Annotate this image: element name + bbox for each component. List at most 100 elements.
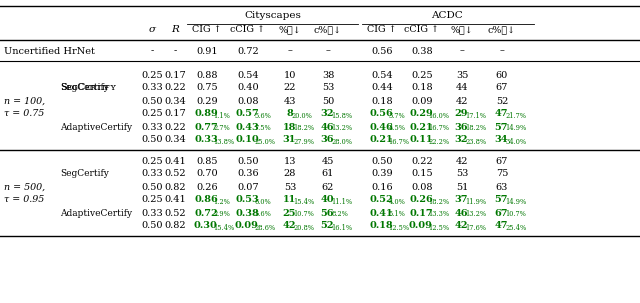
- Text: 40: 40: [321, 195, 334, 205]
- Text: 0.22: 0.22: [164, 122, 186, 132]
- Text: 11: 11: [283, 195, 296, 205]
- Text: 61: 61: [322, 169, 334, 178]
- Text: 0.53: 0.53: [235, 195, 259, 205]
- Text: 3.7%: 3.7%: [388, 112, 405, 119]
- Text: 27.9%: 27.9%: [293, 138, 314, 145]
- Text: 47: 47: [495, 109, 508, 118]
- Text: 0.50: 0.50: [371, 157, 393, 165]
- Text: 0.11: 0.11: [409, 135, 433, 145]
- Text: 0.72: 0.72: [237, 46, 259, 55]
- Text: 53: 53: [284, 182, 296, 191]
- Text: 0.91: 0.91: [196, 46, 218, 55]
- Text: 52: 52: [496, 96, 508, 105]
- Text: 25.0%: 25.0%: [254, 138, 275, 145]
- Text: 6.0%: 6.0%: [254, 198, 271, 205]
- Text: 0.34: 0.34: [164, 135, 186, 145]
- Text: 67: 67: [496, 84, 508, 92]
- Text: 0.21: 0.21: [409, 122, 433, 132]
- Text: 1.1%: 1.1%: [213, 112, 230, 119]
- Text: SᴇɢCᴇʀᴛɪғʏ: SᴇɢCᴇʀᴛɪғʏ: [60, 84, 116, 92]
- Text: 4.0%: 4.0%: [388, 198, 405, 205]
- Text: 56: 56: [321, 208, 334, 218]
- Text: 0.17: 0.17: [409, 208, 433, 218]
- Text: -: -: [173, 46, 177, 55]
- Text: 18.2%: 18.2%: [428, 198, 449, 205]
- Text: 0.22: 0.22: [411, 157, 433, 165]
- Text: 50: 50: [322, 96, 334, 105]
- Text: 29: 29: [454, 109, 468, 118]
- Text: 13.2%: 13.2%: [465, 211, 486, 218]
- Text: 0.77: 0.77: [194, 122, 218, 132]
- Text: 42: 42: [456, 157, 468, 165]
- Text: 0.54: 0.54: [237, 71, 259, 79]
- Text: 0.52: 0.52: [164, 208, 186, 218]
- Text: τ = 0.95: τ = 0.95: [4, 195, 44, 204]
- Text: 0.29: 0.29: [196, 96, 218, 105]
- Text: 57: 57: [495, 122, 508, 132]
- Text: 0.17: 0.17: [164, 109, 186, 118]
- Text: 0.15: 0.15: [411, 169, 433, 178]
- Text: 0.25: 0.25: [141, 195, 163, 205]
- Text: 0.09: 0.09: [235, 221, 259, 231]
- Text: 7.5%: 7.5%: [254, 125, 271, 132]
- Text: c%∅↓: c%∅↓: [488, 25, 516, 35]
- Text: 17.6%: 17.6%: [465, 224, 486, 231]
- Text: 0.33: 0.33: [194, 135, 218, 145]
- Text: 16.1%: 16.1%: [332, 224, 353, 231]
- Text: 8.2%: 8.2%: [332, 211, 348, 218]
- Text: 0.33: 0.33: [141, 169, 163, 178]
- Text: 0.36: 0.36: [237, 169, 259, 178]
- Text: 60: 60: [496, 71, 508, 79]
- Text: 42: 42: [283, 221, 296, 231]
- Text: 13: 13: [284, 157, 296, 165]
- Text: 0.70: 0.70: [196, 169, 218, 178]
- Text: 0.50: 0.50: [237, 157, 259, 165]
- Text: 0.09: 0.09: [412, 96, 433, 105]
- Text: 5.6%: 5.6%: [254, 211, 271, 218]
- Text: 0.86: 0.86: [194, 195, 218, 205]
- Text: 28.6%: 28.6%: [254, 224, 275, 231]
- Text: 34: 34: [495, 135, 508, 145]
- Text: 11.1%: 11.1%: [332, 198, 353, 205]
- Text: 46: 46: [321, 122, 334, 132]
- Text: 25: 25: [283, 208, 296, 218]
- Text: 0.40: 0.40: [237, 84, 259, 92]
- Text: 28: 28: [284, 169, 296, 178]
- Text: 0.08: 0.08: [412, 182, 433, 191]
- Text: 0.33: 0.33: [141, 208, 163, 218]
- Text: 13.3%: 13.3%: [428, 211, 449, 218]
- Text: SegCertify: SegCertify: [60, 169, 109, 178]
- Text: 12.5%: 12.5%: [388, 224, 410, 231]
- Text: Cityscapes: Cityscapes: [244, 12, 301, 21]
- Text: 20.8%: 20.8%: [293, 224, 314, 231]
- Text: 0.18: 0.18: [369, 221, 393, 231]
- Text: 0.26: 0.26: [196, 182, 218, 191]
- Text: 36: 36: [321, 135, 334, 145]
- Text: Uncertified HrNet: Uncertified HrNet: [4, 46, 95, 55]
- Text: –: –: [287, 46, 292, 55]
- Text: 28.0%: 28.0%: [332, 138, 353, 145]
- Text: 0.18: 0.18: [371, 96, 393, 105]
- Text: 13.2%: 13.2%: [332, 125, 353, 132]
- Text: AdaptiveCertify: AdaptiveCertify: [60, 208, 132, 218]
- Text: 0.30: 0.30: [194, 221, 218, 231]
- Text: 37: 37: [454, 195, 468, 205]
- Text: 10: 10: [284, 71, 296, 79]
- Text: SegCertify: SegCertify: [60, 84, 109, 92]
- Text: 2.9%: 2.9%: [213, 211, 230, 218]
- Text: 0.85: 0.85: [196, 157, 218, 165]
- Text: R: R: [171, 25, 179, 35]
- Text: 32: 32: [321, 109, 334, 118]
- Text: 75: 75: [496, 169, 508, 178]
- Text: 2.7%: 2.7%: [213, 125, 230, 132]
- Text: 0.34: 0.34: [164, 96, 186, 105]
- Text: CIG ↑: CIG ↑: [192, 25, 222, 35]
- Text: 14.9%: 14.9%: [506, 125, 527, 132]
- Text: 16.0%: 16.0%: [428, 112, 449, 119]
- Text: 44: 44: [456, 84, 468, 92]
- Text: 0.25: 0.25: [141, 109, 163, 118]
- Text: 45: 45: [322, 157, 334, 165]
- Text: 0.33: 0.33: [141, 122, 163, 132]
- Text: 16.7%: 16.7%: [428, 125, 449, 132]
- Text: 0.25: 0.25: [411, 71, 433, 79]
